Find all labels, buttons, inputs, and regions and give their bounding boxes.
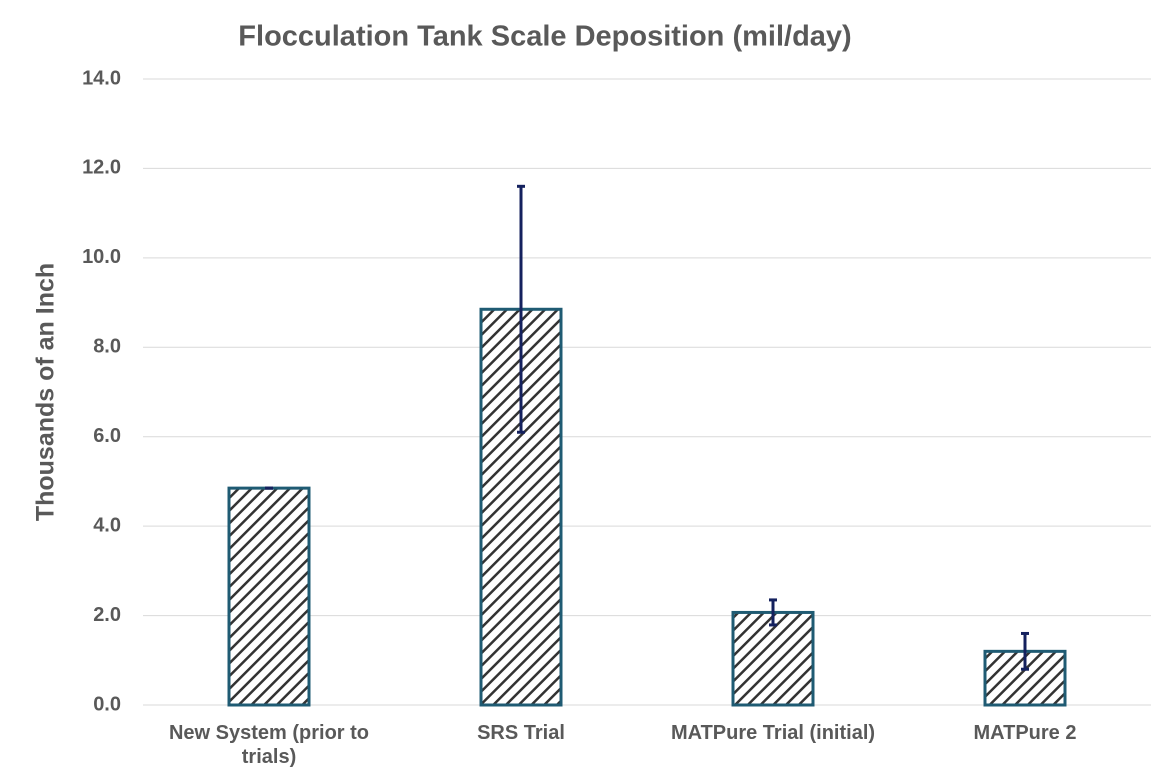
y-tick-label: 14.0 [82,67,121,89]
error-bar [517,184,525,434]
y-axis-title: Thousands of an Inch [32,263,60,521]
x-tick-label: New System (prior to trials) [168,722,370,768]
y-tick-label: 0.0 [93,693,121,715]
y-tick-label: 10.0 [82,246,121,268]
y-tick-label: 2.0 [93,604,121,626]
x-tick-label: SRS Trial [477,722,565,744]
y-tick-label: 8.0 [93,336,121,358]
bar [983,649,1067,707]
error-bar [1021,631,1029,671]
x-tick-label: MATPure Trial (initial) [670,722,876,744]
bar [227,486,311,707]
y-tick-label: 4.0 [93,514,121,536]
chart-title: Flocculation Tank Scale Deposition (mil/… [238,21,851,53]
y-tick-label: 12.0 [82,157,121,179]
y-tick-label: 6.0 [93,425,121,447]
error-bar [769,598,777,627]
x-tick-label: MATPure 2 [973,722,1077,744]
